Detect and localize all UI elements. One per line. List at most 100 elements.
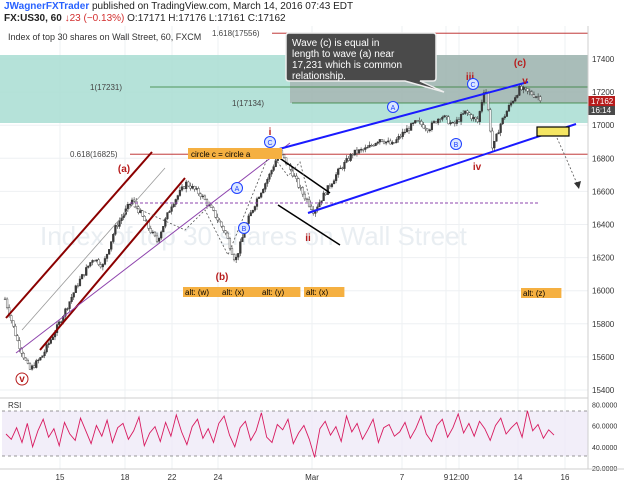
red-channel-upper xyxy=(5,151,153,319)
candle-body xyxy=(253,206,256,211)
dotted-path-ii xyxy=(269,151,313,209)
candle-body xyxy=(474,116,477,120)
forecast-arrow-icon xyxy=(574,181,581,189)
candle-body xyxy=(35,360,38,368)
countdown-tag xyxy=(588,106,615,115)
candle-body xyxy=(166,212,169,219)
rsi-line xyxy=(5,410,555,458)
candle-body xyxy=(168,211,171,213)
symbol-label[interactable]: FX:US30, 60 xyxy=(4,13,62,24)
candle-body xyxy=(99,264,102,268)
candle-body xyxy=(189,185,192,189)
wave-circle xyxy=(387,101,399,113)
publish-header: JWagnerFXTrader published on TradingView… xyxy=(0,0,624,26)
candle-body xyxy=(70,296,73,302)
candle-body xyxy=(95,259,98,262)
candle-body xyxy=(318,202,321,208)
rsi-tick-label: 60.0000 xyxy=(592,424,617,431)
wave-label-red: i xyxy=(269,127,272,138)
rsi-label: RSI xyxy=(8,401,21,410)
candle-body xyxy=(139,210,142,213)
candle-body xyxy=(401,131,404,137)
candle-body xyxy=(224,230,227,234)
candle-body xyxy=(437,118,440,124)
candle-body xyxy=(501,117,504,125)
candle-body xyxy=(462,113,465,115)
candle-body xyxy=(264,183,267,190)
candle-body xyxy=(466,110,469,114)
candle-body xyxy=(49,339,52,344)
candle-body xyxy=(257,197,261,199)
candle-body xyxy=(303,193,306,200)
blue-channel-upper xyxy=(267,81,529,153)
candle-body xyxy=(470,114,473,120)
candle-body xyxy=(337,168,340,175)
candle-body xyxy=(185,181,188,190)
candle-body xyxy=(416,120,419,122)
candle-body xyxy=(453,121,456,124)
candle-body xyxy=(332,180,336,185)
candle-body xyxy=(260,192,263,198)
candle-body xyxy=(182,186,186,190)
candle-body xyxy=(524,87,527,89)
author-link[interactable]: JWagnerFXTrader xyxy=(4,1,90,12)
candle-body xyxy=(405,128,409,133)
wave-label-circle: C xyxy=(470,82,475,89)
price-tick-label: 15600 xyxy=(592,353,615,362)
candle-body xyxy=(47,343,50,345)
candle-body xyxy=(349,154,352,161)
rsi-band xyxy=(2,411,588,456)
candle-body xyxy=(487,91,490,110)
rsi-series xyxy=(5,410,555,458)
fib-level-label: 1(17231) xyxy=(90,83,122,92)
candle-body xyxy=(520,86,523,90)
candle-body xyxy=(330,183,334,187)
candle-body xyxy=(195,188,198,190)
candle-body xyxy=(301,187,304,195)
candle-body xyxy=(291,169,294,177)
fib-level-label: 0.618(16825) xyxy=(70,150,118,159)
callout-line: length to wave (a) near xyxy=(292,49,395,60)
candle-body xyxy=(228,238,232,249)
candle-body xyxy=(58,321,61,325)
candle-body xyxy=(512,100,515,104)
wave-circle xyxy=(264,136,276,148)
candle-body xyxy=(237,253,240,258)
alt-label-box xyxy=(304,287,345,297)
wave-label-red: ii xyxy=(305,233,311,244)
candle-body xyxy=(376,141,379,144)
candle-body xyxy=(103,258,107,265)
candle-body xyxy=(285,157,288,165)
candle-body xyxy=(426,128,429,132)
candle-body xyxy=(391,142,394,145)
candle-body xyxy=(110,241,113,250)
candle-body xyxy=(10,315,13,321)
candle-body xyxy=(514,97,517,102)
callout-text: Wave (c) is equal in length to wave (a) n… xyxy=(292,38,402,82)
candle-body xyxy=(66,308,69,310)
candle-body xyxy=(74,285,77,293)
candle-body xyxy=(108,249,111,255)
candle-body xyxy=(295,175,298,179)
candle-body xyxy=(3,298,7,300)
dotted-path-b xyxy=(129,151,271,256)
candle-body xyxy=(101,264,104,268)
candle-body xyxy=(135,200,138,207)
candle-body xyxy=(220,221,223,227)
watermark-text: Index of top 30 shares on Wall Street xyxy=(40,221,468,251)
candle-body xyxy=(43,351,46,356)
time-tick-label: 14 xyxy=(514,473,523,482)
candle-body xyxy=(447,116,450,125)
callout-line: 17,231 which is common xyxy=(292,60,402,71)
publish-line: JWagnerFXTrader published on TradingView… xyxy=(4,1,353,12)
candle-body xyxy=(522,87,525,90)
candle-body xyxy=(249,212,252,217)
candle-body xyxy=(320,200,323,203)
time-tick-label: 18 xyxy=(121,473,130,482)
candle-body xyxy=(353,149,356,156)
candle-body xyxy=(370,144,373,147)
wave-label-red: (b) xyxy=(216,272,229,283)
candle-body xyxy=(133,199,136,202)
time-tick-label: 22 xyxy=(168,473,177,482)
fib-level-label: 1.618(17556) xyxy=(212,29,260,38)
